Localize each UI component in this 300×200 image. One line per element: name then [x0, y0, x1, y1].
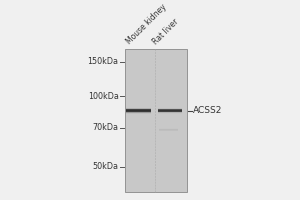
Text: 150kDa: 150kDa [88, 57, 118, 66]
Text: Rat liver: Rat liver [151, 17, 180, 46]
Bar [158, 109, 182, 112]
Bar [159, 129, 178, 131]
Bar [126, 110, 152, 111]
Bar [126, 109, 152, 112]
Text: 70kDa: 70kDa [93, 123, 119, 132]
Text: 100kDa: 100kDa [88, 92, 118, 101]
Text: ACSS2: ACSS2 [193, 106, 223, 115]
Text: 50kDa: 50kDa [93, 162, 119, 171]
Bar [126, 111, 152, 112]
Bar [126, 113, 152, 114]
Bar [126, 112, 152, 113]
Bar [124, 49, 187, 192]
Text: Mouse kidney: Mouse kidney [124, 3, 168, 46]
Bar [126, 109, 152, 110]
Bar [126, 108, 152, 109]
